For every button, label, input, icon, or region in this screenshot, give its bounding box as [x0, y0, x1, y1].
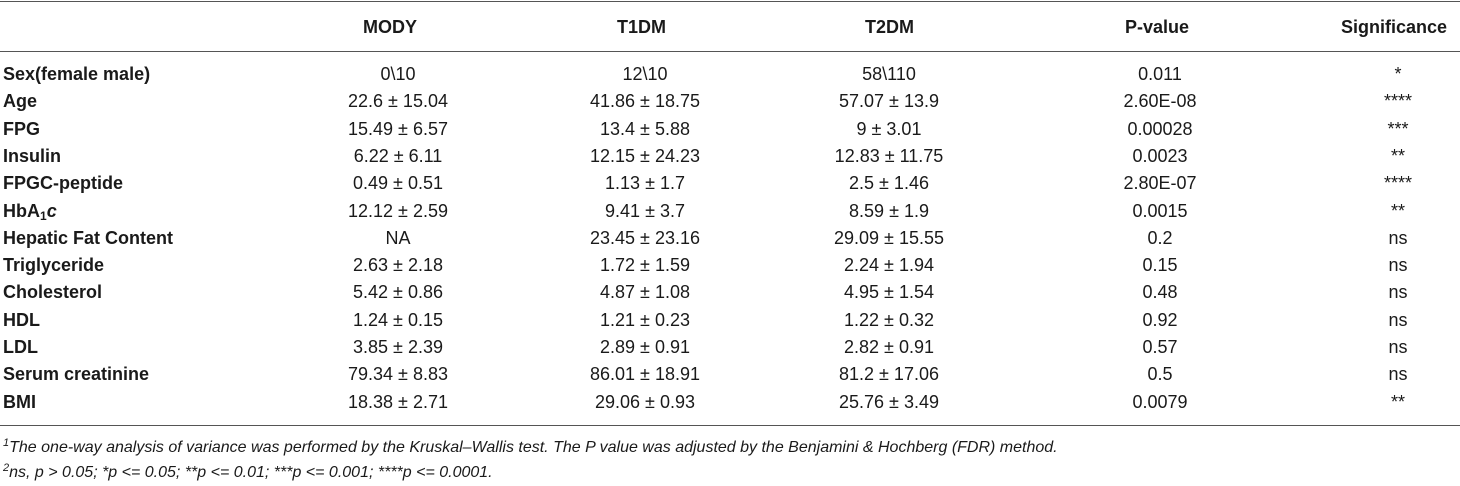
cell-p-value: 0.011 — [1138, 64, 1182, 84]
cell-t1dm: 1.13 ± 1.7 — [605, 173, 685, 193]
row-label: Serum creatinine — [3, 364, 150, 384]
cell-significance: ns — [1388, 364, 1408, 384]
cell-t2dm: 9 ± 3.01 — [856, 119, 922, 139]
cell-p-value: 0.5 — [1147, 364, 1173, 384]
header-t2dm: T2DM — [865, 17, 914, 37]
cell-t1dm: 86.01 ± 18.91 — [590, 364, 700, 384]
cell-t1dm: 9.41 ± 3.7 — [605, 201, 685, 221]
cell-t2dm: 57.07 ± 13.9 — [839, 91, 939, 111]
cell-t1dm: 13.4 ± 5.88 — [600, 119, 690, 139]
cell-significance: ** — [1390, 201, 1406, 221]
row-label: FPGC-peptide — [3, 173, 123, 193]
cell-significance: ns — [1388, 255, 1408, 275]
footnote-text: ns, p > 0.05; *p <= 0.05; **p <= 0.01; *… — [9, 464, 493, 481]
cell-mody: 18.38 ± 2.71 — [348, 392, 448, 412]
cell-p-value: 0.57 — [1142, 337, 1178, 357]
cell-mody: 2.63 ± 2.18 — [353, 255, 443, 275]
cell-mody: 79.34 ± 8.83 — [348, 364, 448, 384]
row-label: BMI — [3, 392, 36, 412]
cell-mody: 0\10 — [380, 64, 416, 84]
cell-significance: ** — [1390, 146, 1406, 166]
cell-t2dm: 8.59 ± 1.9 — [849, 201, 929, 221]
cell-t1dm: 1.21 ± 0.23 — [600, 310, 690, 330]
cell-significance: ns — [1388, 282, 1408, 302]
row-label: Age — [3, 91, 38, 111]
cell-t2dm: 4.95 ± 1.54 — [844, 282, 934, 302]
cell-t2dm: 25.76 ± 3.49 — [839, 392, 939, 412]
cell-t2dm: 1.22 ± 0.32 — [844, 310, 934, 330]
footnote-text: The one-way analysis of variance was per… — [9, 439, 1058, 456]
cell-significance: ns — [1388, 337, 1408, 357]
cell-mody: 22.6 ± 15.04 — [348, 91, 448, 111]
row-label: Cholesterol — [3, 282, 103, 302]
cell-p-value: 0.0079 — [1132, 392, 1188, 412]
cell-significance: **** — [1383, 173, 1413, 193]
cell-p-value: 0.92 — [1142, 310, 1178, 330]
cell-mody: 15.49 ± 6.57 — [348, 119, 448, 139]
row-label: Insulin — [3, 146, 61, 166]
cell-t1dm: 4.87 ± 1.08 — [600, 282, 690, 302]
header-t1dm: T1DM — [617, 17, 666, 37]
footnote-1: 1The one-way analysis of variance was pe… — [3, 437, 1058, 457]
cell-t1dm: 29.06 ± 0.93 — [595, 392, 695, 412]
header-significance: Significance — [1341, 17, 1448, 37]
cell-t1dm: 12.15 ± 24.23 — [590, 146, 700, 166]
cell-t1dm: 41.86 ± 18.75 — [590, 91, 700, 111]
header-p-value: P-value — [1125, 17, 1190, 37]
header-rule — [0, 51, 1460, 52]
cell-p-value: 0.15 — [1142, 255, 1178, 275]
table-top-rule — [0, 1, 1460, 2]
cell-significance: * — [1394, 64, 1402, 84]
row-label: Triglyceride — [3, 255, 105, 275]
cell-p-value: 0.48 — [1142, 282, 1178, 302]
row-label: LDL — [3, 337, 38, 357]
cell-t2dm: 12.83 ± 11.75 — [834, 146, 944, 166]
cell-significance: ns — [1388, 310, 1408, 330]
cell-mody: 6.22 ± 6.11 — [353, 146, 443, 166]
cell-significance: ** — [1390, 392, 1406, 412]
cell-mody: 12.12 ± 2.59 — [348, 201, 448, 221]
cell-p-value: 2.80E-07 — [1123, 173, 1197, 193]
cell-significance: *** — [1387, 119, 1409, 139]
row-label: Hepatic Fat Content — [3, 228, 174, 248]
row-label: HDL — [3, 310, 40, 330]
cell-t2dm: 29.09 ± 15.55 — [834, 228, 944, 248]
cell-t1dm: 12\10 — [622, 64, 668, 84]
footnote-mark: 2 — [3, 462, 10, 474]
cell-p-value: 0.2 — [1147, 228, 1173, 248]
cell-t1dm: 2.89 ± 0.91 — [600, 337, 690, 357]
cell-mody: NA — [385, 228, 411, 248]
table-bottom-rule — [0, 425, 1460, 426]
row-label: FPG — [3, 119, 41, 139]
cell-t2dm: 2.82 ± 0.91 — [844, 337, 934, 357]
cell-t2dm: 58\110 — [862, 64, 916, 84]
cell-t2dm: 2.5 ± 1.46 — [849, 173, 929, 193]
row-label: Sex(female male) — [3, 64, 151, 84]
cell-t2dm: 81.2 ± 17.06 — [839, 364, 939, 384]
cell-p-value: 0.0023 — [1132, 146, 1188, 166]
cell-significance: ns — [1388, 228, 1408, 248]
cell-significance: **** — [1383, 91, 1413, 111]
cell-t1dm: 23.45 ± 23.16 — [590, 228, 700, 248]
footnote-mark: 1 — [3, 437, 10, 449]
cell-t1dm: 1.72 ± 1.59 — [600, 255, 690, 275]
cell-p-value: 0.00028 — [1127, 119, 1193, 139]
cell-mody: 5.42 ± 0.86 — [353, 282, 443, 302]
row-label: HbA1c — [3, 201, 57, 223]
cell-p-value: 0.0015 — [1132, 201, 1188, 221]
footnote-2: 2ns, p > 0.05; *p <= 0.05; **p <= 0.01; … — [3, 462, 493, 482]
cell-mody: 0.49 ± 0.51 — [353, 173, 443, 193]
cell-p-value: 2.60E-08 — [1123, 91, 1197, 111]
cell-mody: 3.85 ± 2.39 — [353, 337, 443, 357]
header-mody: MODY — [363, 17, 417, 37]
cell-t2dm: 2.24 ± 1.94 — [844, 255, 934, 275]
cell-mody: 1.24 ± 0.15 — [353, 310, 443, 330]
